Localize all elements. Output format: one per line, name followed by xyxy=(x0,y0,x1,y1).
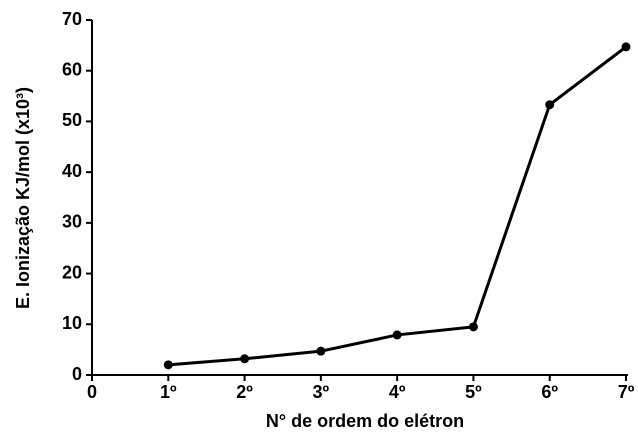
x-tick-label: 6º xyxy=(541,382,558,402)
data-line xyxy=(168,45,627,367)
y-tick-label: 0 xyxy=(72,364,82,384)
y-tick-label: 60 xyxy=(62,59,82,79)
x-tick-label: 5º xyxy=(465,382,482,402)
y-tick-label: 50 xyxy=(62,110,82,130)
y-tick-label: 30 xyxy=(62,212,82,232)
x-tick-label: 2º xyxy=(236,382,253,402)
y-axis-label: E. Ionização KJ/mol (x10³) xyxy=(13,87,33,309)
data-point xyxy=(240,354,250,364)
y-tick-label: 40 xyxy=(62,161,82,181)
x-tick-label: 0 xyxy=(87,382,97,402)
y-tick-label: 70 xyxy=(62,9,82,29)
x-tick-label: 3º xyxy=(313,382,330,402)
x-tick-label: 7º xyxy=(618,382,635,402)
data-point xyxy=(545,100,555,110)
x-tick-label: 1º xyxy=(160,382,177,402)
y-tick-label: 10 xyxy=(62,313,82,333)
data-point xyxy=(163,360,173,370)
x-axis-label: N° de ordem do elétron xyxy=(266,411,464,431)
data-point xyxy=(621,42,631,52)
x-tick-label: 4º xyxy=(389,382,406,402)
data-point xyxy=(468,322,478,332)
data-point xyxy=(392,330,402,340)
data-point xyxy=(316,346,326,356)
y-tick-label: 20 xyxy=(62,262,82,282)
